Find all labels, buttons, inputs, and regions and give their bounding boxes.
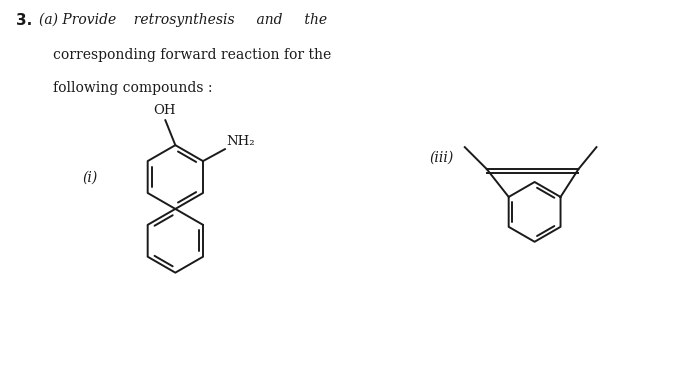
Text: corresponding forward reaction for the: corresponding forward reaction for the (53, 47, 331, 62)
Text: NH₂: NH₂ (226, 135, 254, 148)
Text: following compounds :: following compounds : (53, 81, 212, 95)
Text: (i): (i) (83, 171, 98, 185)
Text: OH: OH (153, 104, 176, 117)
Text: (iii): (iii) (430, 151, 454, 165)
Text: (a) Provide    retrosynthesis     and     the: (a) Provide retrosynthesis and the (38, 12, 327, 27)
Text: 3.: 3. (16, 12, 32, 28)
